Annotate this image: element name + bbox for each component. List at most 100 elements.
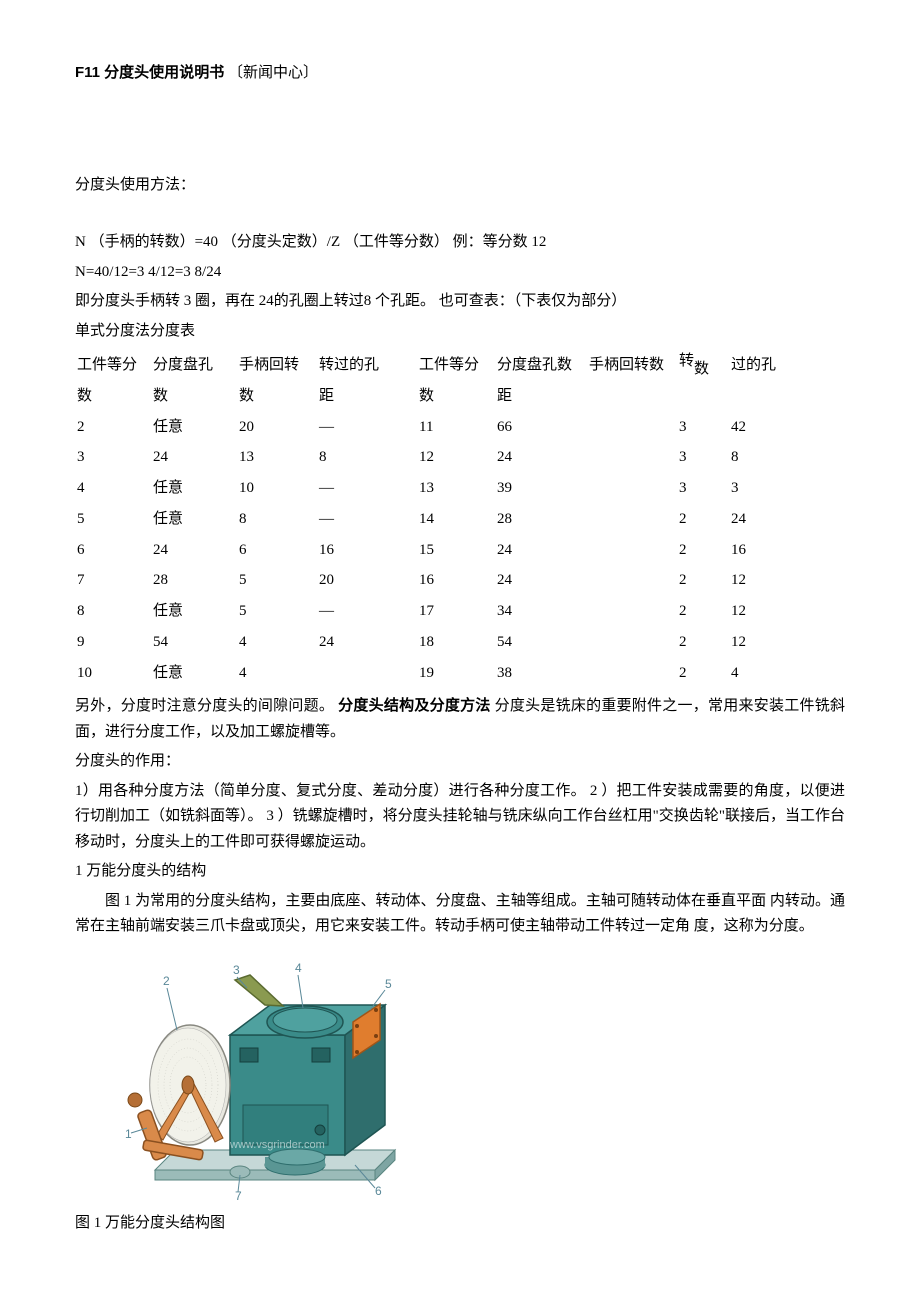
table-cell: 4 (729, 658, 799, 689)
table-header-row: 工件等分 分度盘孔数 手柄回转数 转数 过的孔 (417, 350, 799, 381)
title-bracket: 〔新闻中心〕 (228, 65, 318, 81)
table-row: 324138 (75, 442, 397, 473)
table-row: 728520 (75, 565, 397, 596)
table-cell: 11 (417, 412, 495, 443)
structure-heading: 1 万能分度头的结构 (75, 859, 845, 885)
table-row: 10任意4 (75, 658, 397, 689)
table-cell: 4 (237, 658, 317, 689)
table-cell: 5 (75, 504, 151, 535)
division-table-left: 工件等分 分度盘孔 手柄回转 转过的孔 数 数 数 距 2任意20—324138… (75, 350, 397, 688)
table-row: 1166 342 (417, 412, 799, 443)
after-table-para: 另外，分度时注意分度头的间隙问题。 分度头结构及分度方法 分度头是铣床的重要附件… (75, 694, 845, 745)
table-cell: 8 (237, 504, 317, 535)
table-cell: — (317, 412, 397, 443)
table-title: 单式分度法分度表 (75, 319, 845, 345)
table-cell (317, 658, 397, 689)
formula-desc: 即分度头手柄转 3 圈，再在 24的孔圈上转过8 个孔距。 也可查表：（下表仅为… (75, 289, 845, 315)
figure-label: 5 (385, 977, 392, 991)
table-cell: 20 (317, 565, 397, 596)
table-cell: 24 (495, 565, 587, 596)
table-cell: 4 (237, 627, 317, 658)
table-cell: 6 (75, 535, 151, 566)
division-table-wrap: 工件等分 分度盘孔 手柄回转 转过的孔 数 数 数 距 2任意20—324138… (75, 350, 845, 688)
table-cell (587, 473, 677, 504)
table-cell: 39 (495, 473, 587, 504)
figure-label: 3 (233, 963, 240, 977)
table-cell: — (317, 596, 397, 627)
table-cell: 16 (417, 565, 495, 596)
table-cell: 54 (495, 627, 587, 658)
table-row: 5任意8— (75, 504, 397, 535)
table-cell: 5 (237, 596, 317, 627)
table-cell: 3 (75, 442, 151, 473)
table-cell: 8 (729, 442, 799, 473)
col-header: 手柄回转 (237, 350, 317, 381)
table-cell: 2 (75, 412, 151, 443)
table-cell: 2 (677, 535, 729, 566)
table-cell: 2 (677, 627, 729, 658)
document-title: F11 分度头使用说明书 〔新闻中心〕 (75, 60, 845, 87)
table-row: 1428 224 (417, 504, 799, 535)
table-cell: 42 (729, 412, 799, 443)
table-cell: 18 (417, 627, 495, 658)
table-cell: 2 (677, 596, 729, 627)
table-cell: 任意 (151, 412, 237, 443)
bold-heading: 分度头结构及分度方法 (338, 698, 490, 714)
col-header (587, 381, 677, 412)
table-cell (587, 596, 677, 627)
table-cell: 19 (417, 658, 495, 689)
col-header (677, 381, 729, 412)
col-header (729, 381, 799, 412)
table-cell (587, 535, 677, 566)
table-cell: 任意 (151, 504, 237, 535)
dividing-head-illustration: 1 2 3 4 5 6 7 www.vsgrinder.com (75, 950, 415, 1205)
table-cell: 9 (75, 627, 151, 658)
table-cell: 5 (237, 565, 317, 596)
table-cell: — (317, 473, 397, 504)
table-cell: 2 (677, 504, 729, 535)
table-cell: — (317, 504, 397, 535)
table-cell: 12 (729, 565, 799, 596)
title-bold: F11 分度头使用说明书 (75, 64, 224, 81)
figure-caption: 图 1 万能分度头结构图 (75, 1211, 845, 1237)
col-header: 手柄回转数 (587, 350, 677, 381)
figure-1: 1 2 3 4 5 6 7 www.vsgrinder.com (75, 950, 845, 1205)
division-table-right: 工件等分 分度盘孔数 手柄回转数 转数 过的孔 数 距 116634212243… (417, 350, 799, 688)
col-header: 数 (151, 381, 237, 412)
table-cell: 3 (677, 442, 729, 473)
table-cell: 24 (495, 442, 587, 473)
table-cell: 28 (495, 504, 587, 535)
table-cell: 24 (151, 442, 237, 473)
figure-label: 4 (295, 961, 302, 975)
table-cell: 24 (729, 504, 799, 535)
table-cell: 16 (317, 535, 397, 566)
table-cell: 24 (317, 627, 397, 658)
table-cell: 3 (677, 412, 729, 443)
formula-calc: N=40/12=3 4/12=3 8/24 (75, 260, 845, 286)
table-cell: 14 (417, 504, 495, 535)
table-cell (587, 442, 677, 473)
table-cell (587, 565, 677, 596)
table-cell: 16 (729, 535, 799, 566)
figure-label: 2 (163, 974, 170, 988)
table-cell (587, 658, 677, 689)
table-cell: 任意 (151, 596, 237, 627)
table-cell: 13 (417, 473, 495, 504)
table-row: 8任意5— (75, 596, 397, 627)
table-row: 624616 (75, 535, 397, 566)
col-header: 距 (495, 381, 587, 412)
table-cell: 66 (495, 412, 587, 443)
table-cell: 24 (495, 535, 587, 566)
table-cell: 20 (237, 412, 317, 443)
table-row: 1624212 (417, 565, 799, 596)
table-cell: 任意 (151, 658, 237, 689)
table-cell: 54 (151, 627, 237, 658)
table-cell: 10 (75, 658, 151, 689)
table-cell: 8 (317, 442, 397, 473)
table-row: 2任意20— (75, 412, 397, 443)
table-row: 4任意10— (75, 473, 397, 504)
table-cell: 12 (729, 627, 799, 658)
watermark: www.vsgrinder.com (229, 1139, 325, 1151)
table-cell (587, 504, 677, 535)
table-cell: 17 (417, 596, 495, 627)
